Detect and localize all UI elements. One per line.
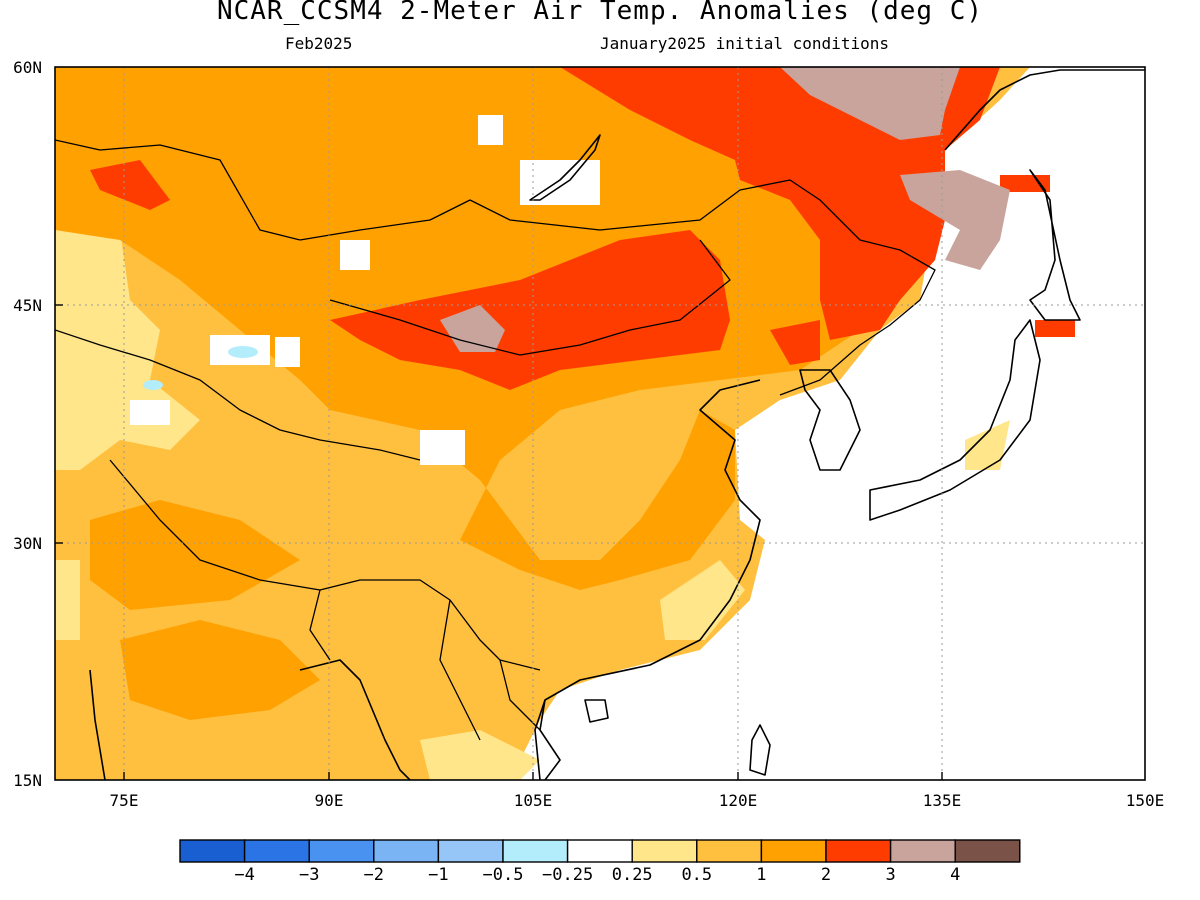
map-frame — [54, 66, 1146, 781]
gridlines — [55, 67, 1145, 780]
colorbar-label: 1 — [756, 865, 766, 885]
colorbar-swatch — [566, 839, 633, 863]
colorbar-label: −2 — [364, 865, 384, 885]
india-coastline — [89, 669, 106, 780]
himalaya-border — [109, 459, 541, 671]
colorbar-label: 0.25 — [612, 865, 653, 885]
lon-tick-75E: 75E — [110, 791, 139, 810]
lat-tick-45N: 45N — [13, 296, 42, 315]
colorbar-label: 4 — [950, 865, 960, 885]
anomaly-spot-white-a — [478, 115, 503, 145]
colorbar-label: 0.5 — [681, 865, 712, 885]
colorbar-swatch — [308, 839, 375, 863]
colorbar-label: −1 — [428, 865, 448, 885]
colorbar-label: −3 — [299, 865, 319, 885]
japan-honshu-coastline — [869, 319, 1041, 521]
colorbar-label: −4 — [234, 865, 254, 885]
anomaly-spot-cyan-b — [143, 380, 163, 390]
colorbar-swatch — [760, 839, 827, 863]
colorbar-swatch — [373, 839, 440, 863]
anomaly-region-0.25-0.5-c — [420, 730, 540, 780]
colorbar-label: 2 — [821, 865, 831, 885]
colorbar-label: 3 — [885, 865, 895, 885]
anomaly-spot-white-f — [130, 400, 170, 425]
lat-tick-15N: 15N — [13, 771, 42, 790]
colorbar-label: −0.5 — [483, 865, 524, 885]
lon-tick-150E: 150E — [1126, 791, 1165, 810]
lat-tick-30N: 30N — [13, 534, 42, 553]
anomaly-region-3-4-b — [900, 170, 1010, 270]
anomaly-region-0.25-0.5-e — [965, 420, 1010, 470]
sakhalin-hokkaido-coastline — [1029, 169, 1081, 321]
colorbar-swatch — [889, 839, 956, 863]
coastlines-and-borders — [55, 69, 1145, 780]
lon-tick-90E: 90E — [315, 791, 344, 810]
anomaly-spot-white-e — [420, 430, 465, 465]
indochina-borders — [309, 589, 541, 741]
anomaly-field — [55, 67, 1145, 780]
colorbar: −4 −3 −2 −1 −0.5 −0.25 0.25 0.5 1 2 3 4 — [179, 839, 1021, 885]
colorbar-swatch — [179, 839, 246, 863]
anomaly-region-0.25-0.5-b — [660, 560, 745, 640]
anomaly-spot-white-d — [275, 337, 300, 367]
lake-baikal — [529, 134, 601, 201]
colorbar-swatch — [243, 839, 310, 863]
anomaly-region-0.25-0.5-d — [55, 560, 80, 640]
indochina-coastline — [534, 699, 546, 780]
lat-tick-60N: 60N — [13, 58, 42, 77]
russia-far-east-coastline — [944, 69, 1145, 151]
colorbar-swatch — [502, 839, 569, 863]
tick-marks — [55, 304, 943, 780]
taiwan-coastline — [749, 724, 771, 776]
mongolia-south-border — [329, 239, 731, 356]
lon-tick-120E: 120E — [719, 791, 758, 810]
china-east-coastline — [539, 379, 761, 780]
anomaly-region-3-4 — [780, 67, 960, 140]
central-asia-borders — [55, 139, 421, 461]
anomaly-region-2-3 — [560, 67, 1000, 340]
chart-title: NCAR_CCSM4 2-Meter Air Temp. Anomalies (… — [216, 0, 984, 26]
anomaly-region-3-4-c — [440, 305, 505, 352]
colorbar-swatch — [696, 839, 763, 863]
lon-tick-135E: 135E — [923, 791, 962, 810]
colorbar-swatch — [825, 839, 892, 863]
anomaly-region-2-3-c — [90, 160, 170, 210]
anomaly-spot-cyan-a — [228, 346, 258, 358]
hainan-coastline — [584, 699, 609, 723]
valid-month-label: Feb2025 — [285, 34, 353, 53]
colorbar-label: −0.25 — [542, 865, 593, 885]
colorbar-swatch — [437, 839, 504, 863]
lon-tick-105E: 105E — [514, 791, 553, 810]
anomaly-region-2-3-d — [770, 320, 820, 365]
initial-conditions-label: January2025 initial conditions — [600, 34, 889, 53]
china-mongolia-border — [299, 179, 936, 396]
korea-coastline — [799, 369, 861, 471]
anomaly-region-2-3-e — [1035, 320, 1075, 337]
bay-of-bengal-coastline — [299, 659, 411, 780]
anomaly-region-1-2-c — [120, 620, 320, 720]
colorbar-swatch — [631, 839, 698, 863]
anomaly-spot-white-b — [340, 240, 370, 270]
anomaly-region-2-3-b — [330, 230, 730, 390]
colorbar-swatch — [954, 839, 1021, 863]
